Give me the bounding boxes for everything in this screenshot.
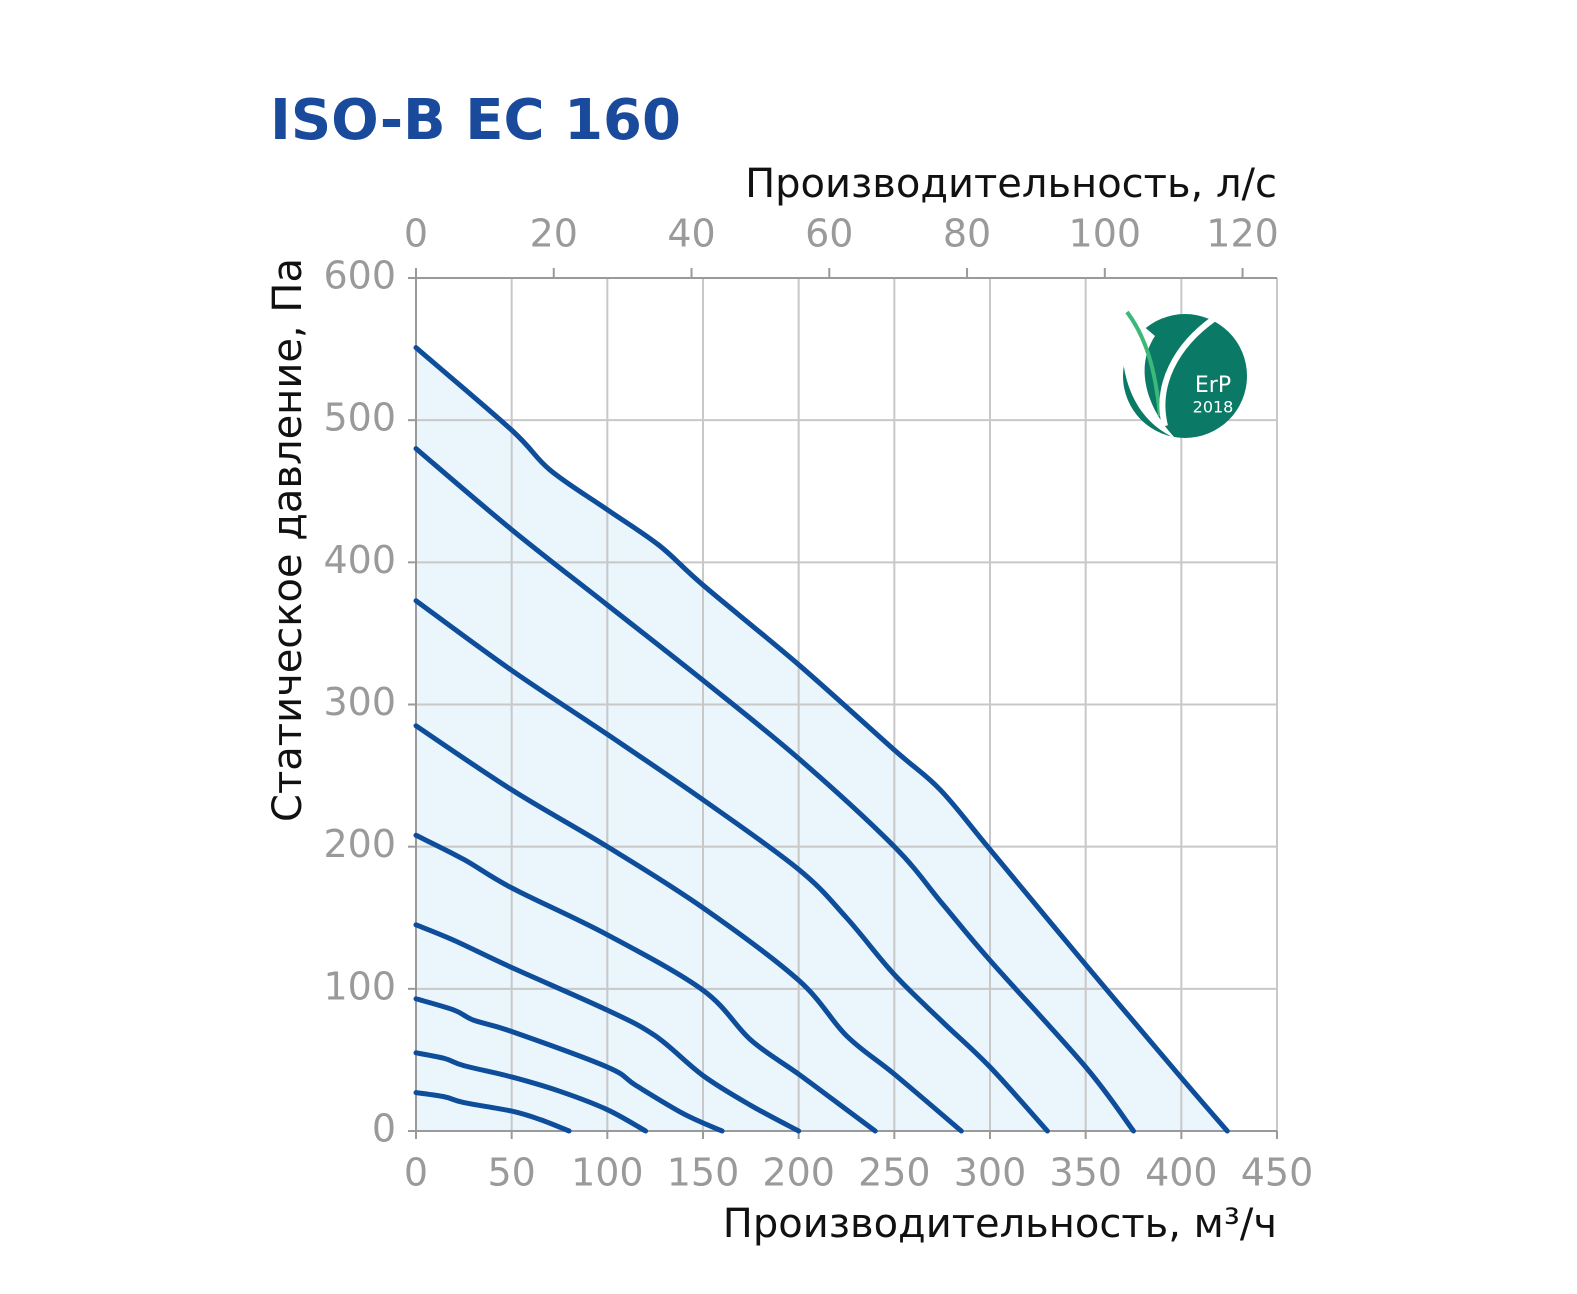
y-tick-label: 600 — [323, 254, 396, 298]
x-tick-label: 400 — [1145, 1151, 1218, 1195]
x2-axis-title: Производительность, л/с — [745, 161, 1277, 207]
x-tick-label: 100 — [571, 1151, 644, 1195]
logo-leaf — [1122, 312, 1175, 438]
x-tick-label: 50 — [487, 1151, 535, 1195]
x2-tick-label: 0 — [404, 212, 428, 256]
y-axis-title: Статическое давление, Па — [265, 258, 311, 822]
logo-year: 2018 — [1193, 398, 1234, 417]
x2-tick-label: 80 — [943, 212, 991, 256]
x2-tick-label: 60 — [805, 212, 853, 256]
x2-tick-label: 20 — [530, 212, 578, 256]
erp-logo: ErP 2018 — [1122, 310, 1247, 438]
x-tick-label: 200 — [762, 1151, 835, 1195]
curve — [413, 1090, 572, 1134]
y-tick-label: 100 — [323, 964, 396, 1008]
y-tick-label: 200 — [323, 822, 396, 866]
x-tick-label: 350 — [1049, 1151, 1122, 1195]
y-tick-label: 500 — [323, 396, 396, 440]
chart-title: ISO-B EC 160 — [270, 88, 681, 153]
curve — [413, 345, 1230, 1134]
logo-text: ErP — [1195, 373, 1231, 398]
curve — [413, 922, 802, 1134]
curve — [413, 996, 725, 1134]
x-tick-label: 300 — [954, 1151, 1027, 1195]
curve — [413, 446, 1136, 1134]
area — [416, 347, 1228, 1132]
y-tick-label: 300 — [323, 680, 396, 724]
x-tick-label: 450 — [1241, 1151, 1314, 1195]
x-axis-title: Производительность, м³/ч — [723, 1201, 1277, 1247]
x2-tick-label: 40 — [667, 212, 715, 256]
y-tick-label: 0 — [372, 1107, 396, 1151]
y-tick-label: 400 — [323, 538, 396, 582]
logo-stem — [1125, 310, 1162, 417]
logo-stem2 — [1159, 315, 1217, 427]
x-tick-label: 0 — [404, 1151, 428, 1195]
x2-tick-label: 100 — [1069, 212, 1142, 256]
curve — [413, 723, 964, 1134]
curve — [413, 598, 1050, 1134]
curve — [413, 832, 878, 1134]
x2-tick-label: 120 — [1206, 212, 1279, 256]
curve — [413, 1050, 649, 1134]
x-tick-label: 250 — [858, 1151, 931, 1195]
logo-circle — [1123, 314, 1247, 438]
plot: 0 50 100 150 200 250 300 350 400 4500100200300400… — [323, 212, 1313, 1195]
x-tick-label: 150 — [667, 1151, 740, 1195]
